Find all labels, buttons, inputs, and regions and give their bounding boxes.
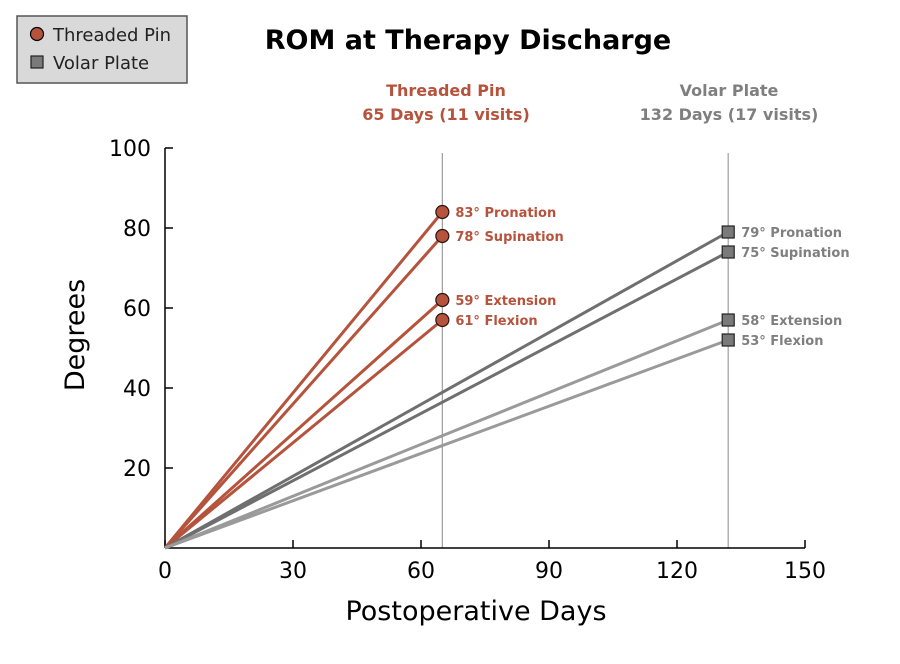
series-marker-2 [435, 292, 450, 308]
legend-circle-marker [29, 26, 45, 42]
series-marker-5 [721, 245, 735, 259]
series-marker-3 [435, 312, 450, 328]
series-marker-0 [435, 204, 450, 220]
x-tick-label-120: 120 [656, 559, 698, 584]
series-line-4 [164, 230, 729, 550]
chart-title: ROM at Therapy Discharge [265, 25, 672, 56]
group-subheading-volar-plate: 132 Days (17 visits) [640, 105, 819, 124]
y-tick-label-60: 60 [123, 297, 151, 322]
series-marker-1 [435, 228, 450, 244]
series-line-6 [164, 318, 729, 550]
axes: 0 30 60 90 120 150 20 40 60 80 100 [109, 137, 826, 584]
x-tick-label-0: 0 [158, 559, 172, 584]
series-annotation-3: 61° Flexion [455, 314, 537, 329]
series-line-1 [163, 235, 444, 549]
series-lines [163, 211, 729, 550]
series-annotation-2: 59° Extension [455, 294, 556, 309]
series-marker-7 [721, 333, 735, 347]
series-markers [435, 204, 735, 347]
series-marker-4 [721, 225, 735, 239]
series-annotation-1: 78° Supination [455, 230, 563, 245]
y-axis-title: Degrees [60, 279, 91, 391]
x-tick-label-60: 60 [407, 559, 435, 584]
series-line-0 [163, 211, 444, 549]
group-heading-threaded-pin: Threaded Pin [386, 81, 506, 100]
series-annotation-4: 79° Pronation [741, 226, 842, 241]
series-line-5 [164, 250, 729, 550]
series-line-2 [164, 298, 444, 550]
legend-box [16, 15, 188, 84]
x-tick-label-150: 150 [784, 559, 826, 584]
legend-square-marker [30, 55, 44, 69]
y-tick-label-80: 80 [123, 217, 151, 242]
y-tick-label-20: 20 [123, 457, 151, 482]
series-annotation-0: 83° Pronation [455, 206, 556, 221]
group-subheading-threaded-pin: 65 Days (11 visits) [362, 105, 530, 124]
x-tick-label-90: 90 [535, 559, 563, 584]
series-annotation-6: 58° Extension [741, 314, 842, 329]
series-line-7 [164, 338, 729, 550]
series-marker-6 [721, 313, 735, 327]
group-heading-volar-plate: Volar Plate [680, 81, 779, 100]
legend-label-threaded-pin: Threaded Pin [52, 25, 171, 46]
x-tick-label-30: 30 [279, 559, 307, 584]
series-line-3 [164, 318, 444, 550]
legend-label-volar-plate: Volar Plate [53, 53, 149, 74]
y-tick-label-100: 100 [109, 137, 151, 162]
series-annotations: 83° Pronation 78° Supination 59° Extension… [455, 206, 849, 349]
series-annotation-7: 53° Flexion [741, 334, 823, 349]
legend: Threaded Pin Volar Plate [16, 15, 188, 84]
y-tick-label-40: 40 [123, 377, 151, 402]
series-annotation-5: 75° Supination [741, 246, 849, 261]
x-axis-title: Postoperative Days [345, 596, 606, 627]
